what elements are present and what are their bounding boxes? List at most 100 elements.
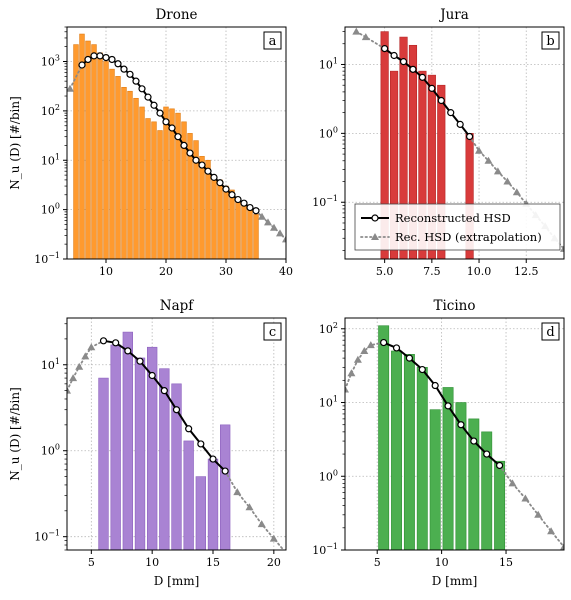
y-tick-label: 100: [41, 443, 60, 458]
extrapolation-marker: [353, 355, 362, 363]
legend: Reconstructed HSD Rec. HSD (extrapolation…: [354, 203, 561, 251]
extrapolation-line: [498, 464, 564, 548]
reconstructed-marker: [112, 339, 120, 347]
bar: [133, 97, 139, 259]
y-tick-label: 101: [319, 56, 338, 71]
x-tick-label: 15: [206, 556, 220, 569]
bar: [199, 156, 205, 259]
bar: [195, 476, 206, 550]
y-tick-label: 102: [319, 321, 338, 336]
reconstructed-marker: [456, 120, 464, 128]
extrapolation-marker: [75, 362, 84, 370]
bar: [139, 106, 145, 259]
bar: [151, 121, 157, 259]
x-tick-label: 5: [88, 556, 95, 569]
reconstructed-marker: [120, 65, 128, 73]
reconstructed-marker: [216, 179, 224, 187]
reconstructed-marker: [84, 55, 92, 64]
bar: [169, 108, 175, 259]
reconstructed-marker: [204, 167, 212, 175]
panel-title: Napf: [160, 298, 195, 314]
y-axis-label: N_u (D) [#/bin]: [8, 96, 22, 190]
bar: [378, 325, 390, 550]
extrapolation-marker: [270, 223, 278, 231]
x-tick-label: 20: [159, 265, 173, 278]
y-tick-label: 100: [319, 468, 338, 483]
reconstructed-marker: [222, 185, 230, 193]
extrapolation-marker: [233, 488, 242, 496]
bar: [416, 367, 428, 550]
x-tick-label: 20: [267, 556, 281, 569]
bar: [247, 209, 253, 259]
x-tick-label: 10: [99, 265, 113, 278]
panel-tag-box: [263, 31, 282, 50]
reconstructed-marker: [466, 132, 474, 141]
extrapolation-marker: [67, 84, 74, 92]
bar: [110, 344, 121, 550]
extrapolation-marker: [258, 212, 266, 220]
reconstructed-marker: [409, 65, 417, 73]
extrapolation-marker: [475, 146, 483, 154]
axes-frame: [344, 26, 565, 260]
bar: [73, 44, 79, 259]
extrapolation-marker: [282, 235, 286, 243]
reconstructed-marker: [90, 52, 98, 60]
reconstructed-marker: [150, 101, 158, 109]
reconstructed-marker: [210, 173, 218, 181]
bar: [437, 84, 446, 259]
x-axis-label: D [mm]: [432, 574, 478, 588]
bar: [79, 33, 85, 259]
bar: [391, 350, 402, 550]
reconstructed-marker: [437, 96, 445, 105]
bar: [122, 331, 134, 550]
bar: [442, 387, 454, 550]
extrapolation-marker: [81, 352, 90, 360]
reconstructed-marker: [418, 365, 426, 374]
reconstructed-marker: [138, 85, 146, 93]
panel-jura: 5.0 7.5 10.0 12.5 10−1 100 101 Jura b Reconstruct…: [312, 7, 565, 278]
plot-area: [67, 33, 286, 259]
panel-title: Ticino: [433, 298, 475, 314]
reconstructed-marker: [495, 461, 504, 470]
reconstructed-marker: [428, 84, 436, 92]
reconstructed-marker: [240, 199, 248, 207]
bar: [98, 377, 109, 550]
reconstructed-marker: [174, 133, 182, 141]
panel-ticino: 5 10 15 10−1 100 101 102 Ticino d D [mm]: [312, 298, 565, 588]
reconstructed-marker: [180, 141, 188, 149]
x-tick-label: 5.0: [376, 265, 394, 278]
x-tick-label: 7.5: [423, 265, 441, 278]
bar: [235, 200, 241, 259]
bar: [205, 159, 211, 259]
plot-area: [352, 27, 564, 259]
bar: [494, 460, 506, 550]
extrapolation-marker: [67, 386, 71, 394]
x-tick-label: 10: [435, 556, 449, 569]
plot-area: [67, 331, 286, 550]
reconstructed-marker: [444, 402, 452, 410]
reconstructed-marker: [221, 467, 229, 475]
bar: [127, 90, 133, 259]
extrapolation-marker: [345, 385, 349, 393]
panel-tag: c: [269, 325, 276, 340]
axes-frame: [344, 317, 565, 551]
bar: [193, 140, 199, 259]
bar: [187, 133, 193, 259]
x-axis-label: D [mm]: [154, 574, 200, 588]
extrapolation-marker: [347, 369, 356, 377]
bar: [183, 440, 194, 550]
bar: [159, 368, 170, 550]
extrapolation-line: [355, 30, 386, 50]
reconstructed-marker: [390, 51, 398, 60]
legend-label-reconstructed: Reconstructed HSD: [395, 211, 511, 225]
y-tick-label: 100: [41, 202, 60, 217]
y-axis-label: N_u (D) [#/bin]: [8, 387, 22, 481]
reconstructed-marker: [99, 337, 108, 345]
y-tick-label: 101: [41, 152, 60, 167]
panel-napf: 5 10 15 20 10−1 100 101 Napf c D [mm] N_u (D) [#/b…: [8, 298, 287, 588]
extrapolation-marker: [276, 229, 284, 237]
bar: [91, 44, 97, 259]
reconstructed-marker: [124, 347, 132, 355]
reconstructed-marker: [431, 381, 439, 390]
